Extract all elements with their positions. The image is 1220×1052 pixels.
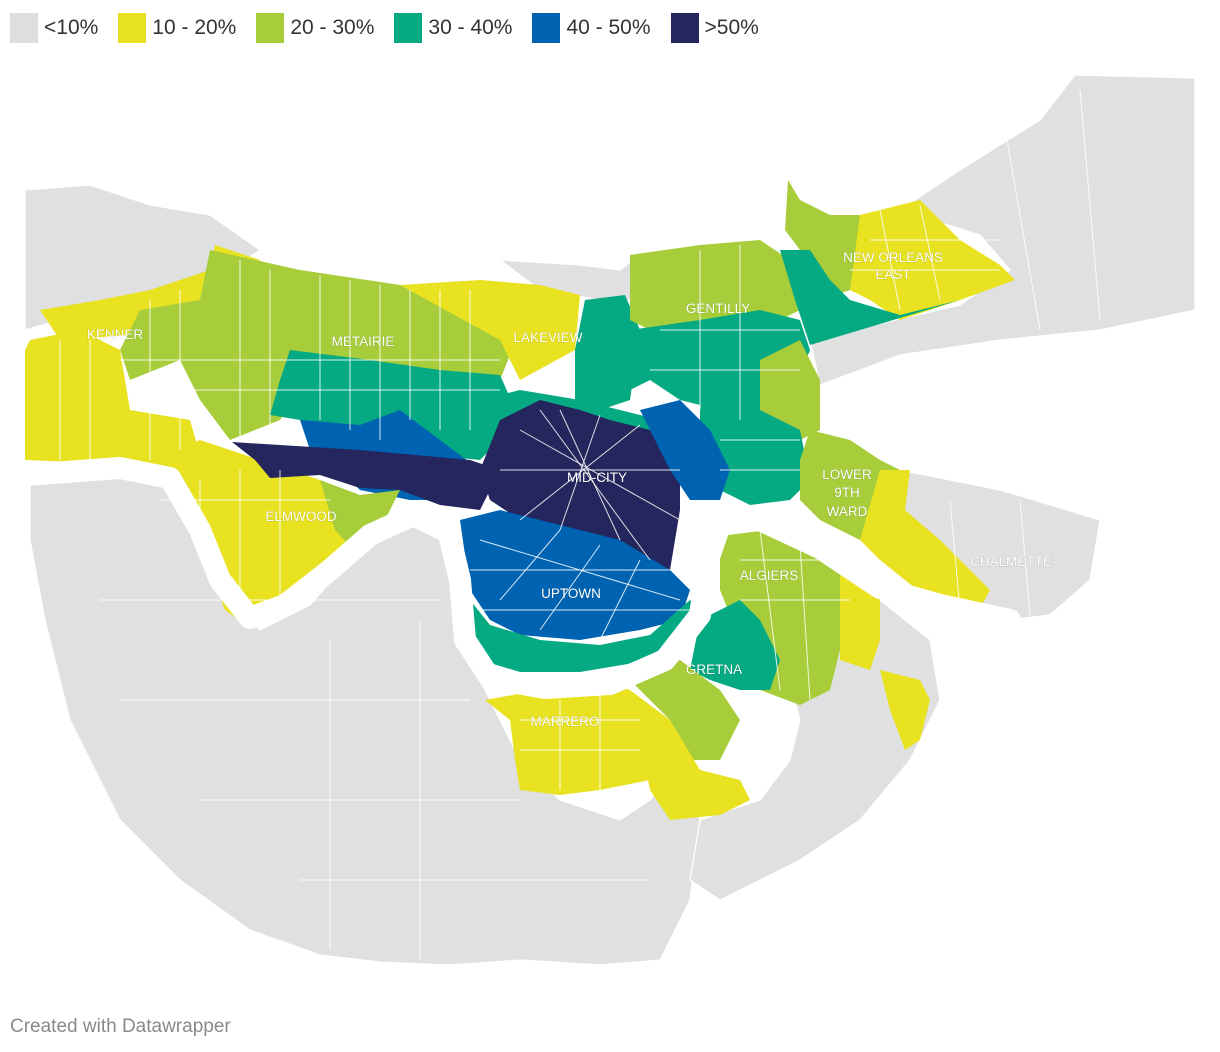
zone-noe-yellow bbox=[850, 200, 1015, 320]
region-west-bank bbox=[29, 469, 701, 966]
label-lower-9th-line3: WARD bbox=[827, 504, 868, 519]
zone-west-green bbox=[320, 480, 400, 552]
legend-swatch bbox=[670, 13, 699, 43]
street-grid bbox=[59, 89, 1101, 960]
zone-bywater-teal bbox=[700, 400, 810, 505]
zone-uptown-blue bbox=[460, 510, 690, 640]
zone-gretna-yellow bbox=[630, 690, 750, 820]
legend-label: 30 - 40% bbox=[428, 16, 513, 39]
label-chalmette: CHALMETTE bbox=[970, 554, 1052, 569]
legend-label: 10 - 20% bbox=[152, 16, 237, 39]
label-lakeview: LAKEVIEW bbox=[513, 330, 582, 345]
legend-swatch bbox=[394, 13, 423, 43]
mississippi-river bbox=[14, 457, 1021, 699]
zone-uptown-teal bbox=[470, 600, 700, 672]
zone-midcity-navy bbox=[480, 400, 680, 570]
zone-midcity-blue bbox=[640, 400, 730, 500]
legend-label: 20 - 30% bbox=[290, 16, 375, 39]
legend-label: >50% bbox=[704, 16, 759, 39]
zone-metairie-teal bbox=[270, 350, 520, 460]
label-new-orleans-east-line2: EAST bbox=[875, 267, 910, 282]
label-marrero: MARRERO bbox=[530, 714, 599, 729]
label-gentilly: GENTILLY bbox=[686, 301, 750, 316]
legend-swatch bbox=[532, 13, 561, 43]
legend-item-40-50: 40 - 50% bbox=[532, 13, 651, 43]
label-algiers: ALGIERS bbox=[740, 568, 799, 583]
legend-label: <10% bbox=[44, 16, 99, 39]
zone-airline-navy bbox=[232, 442, 500, 510]
legend-swatch bbox=[10, 13, 38, 43]
zone-noe-teal bbox=[780, 250, 960, 345]
legend-swatch bbox=[118, 13, 147, 43]
label-lower-9th-line1: LOWER bbox=[822, 467, 872, 482]
zone-gretna-teal bbox=[690, 600, 780, 690]
label-metairie: METAIRIE bbox=[332, 334, 395, 349]
label-kenner: KENNER bbox=[87, 327, 144, 342]
zone-marrero-yellow bbox=[485, 680, 650, 795]
zone-east-bank-yellow bbox=[880, 670, 930, 750]
legend-swatch bbox=[256, 13, 285, 43]
zone-kenner-yellow bbox=[25, 330, 200, 465]
credit-text: Created with Datawrapper bbox=[10, 1016, 231, 1037]
label-uptown: UPTOWN bbox=[541, 586, 601, 601]
label-new-orleans-east-line1: NEW ORLEANS bbox=[843, 250, 943, 265]
label-lower-9th-line2: 9TH bbox=[834, 485, 860, 500]
legend-item-under-10: <10% bbox=[10, 13, 98, 43]
zone-noe-green bbox=[785, 180, 870, 300]
label-mid-city: MID-CITY bbox=[567, 470, 627, 485]
legend-item-over-50: >50% bbox=[670, 13, 759, 43]
zone-gentilly-green bbox=[630, 240, 800, 330]
legend-label: 40 - 50% bbox=[566, 16, 651, 39]
neighborhood-labels: KENNER METAIRIE LAKEVIEW GENTILLY NEW OR… bbox=[86, 250, 1052, 730]
legend-item-30-40: 30 - 40% bbox=[394, 13, 512, 43]
region-south-east bbox=[689, 599, 941, 901]
zone-gentilly-east-green bbox=[760, 340, 820, 440]
zone-gretna-green bbox=[630, 660, 740, 760]
label-gretna: GRETNA bbox=[686, 662, 742, 677]
zone-lake-yellow bbox=[400, 280, 580, 380]
zone-lakeview-teal bbox=[575, 295, 640, 410]
legend-item-20-30: 20 - 30% bbox=[256, 13, 374, 43]
legend-item-10-20: 10 - 20% bbox=[118, 13, 236, 43]
label-elmwood: ELMWOOD bbox=[265, 509, 337, 524]
map-legend: <10% 10 - 20% 20 - 30% 30 - 40% 40 - 50%… bbox=[10, 12, 759, 44]
